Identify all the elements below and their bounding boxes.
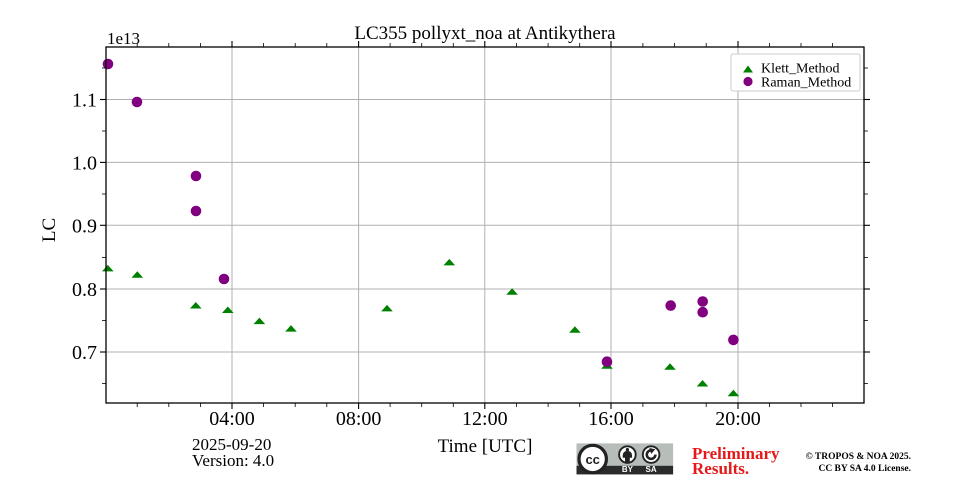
- svg-text:16:00: 16:00: [588, 408, 634, 430]
- svg-text:Results.: Results.: [692, 459, 749, 478]
- svg-text:Version: 4.0: Version: 4.0: [192, 451, 274, 470]
- svg-text:LC355 pollyxt_noa at Antikythe: LC355 pollyxt_noa at Antikythera: [354, 23, 616, 44]
- svg-text:Raman_Method: Raman_Method: [761, 76, 851, 91]
- svg-text:12:00: 12:00: [462, 408, 508, 430]
- svg-text:0.7: 0.7: [72, 342, 97, 364]
- svg-text:cc: cc: [585, 452, 599, 467]
- svg-text:Klett_Method: Klett_Method: [761, 62, 840, 77]
- svg-text:LC: LC: [39, 218, 60, 242]
- svg-text:© TROPOS & NOA 2025.: © TROPOS & NOA 2025.: [806, 451, 911, 462]
- svg-text:CC BY SA 4.0 License.: CC BY SA 4.0 License.: [818, 464, 911, 474]
- svg-text:Time [UTC]: Time [UTC]: [438, 436, 533, 457]
- svg-text:0.9: 0.9: [72, 215, 97, 237]
- svg-text:BY: BY: [622, 465, 634, 474]
- svg-text:08:00: 08:00: [336, 408, 382, 430]
- svg-text:1.1: 1.1: [72, 90, 97, 112]
- svg-text:1.0: 1.0: [72, 152, 97, 174]
- svg-text:0.8: 0.8: [72, 279, 97, 301]
- svg-text:1e13: 1e13: [107, 29, 140, 48]
- svg-text:SA: SA: [646, 465, 657, 474]
- svg-text:04:00: 04:00: [209, 408, 255, 430]
- svg-text:20:00: 20:00: [715, 408, 761, 430]
